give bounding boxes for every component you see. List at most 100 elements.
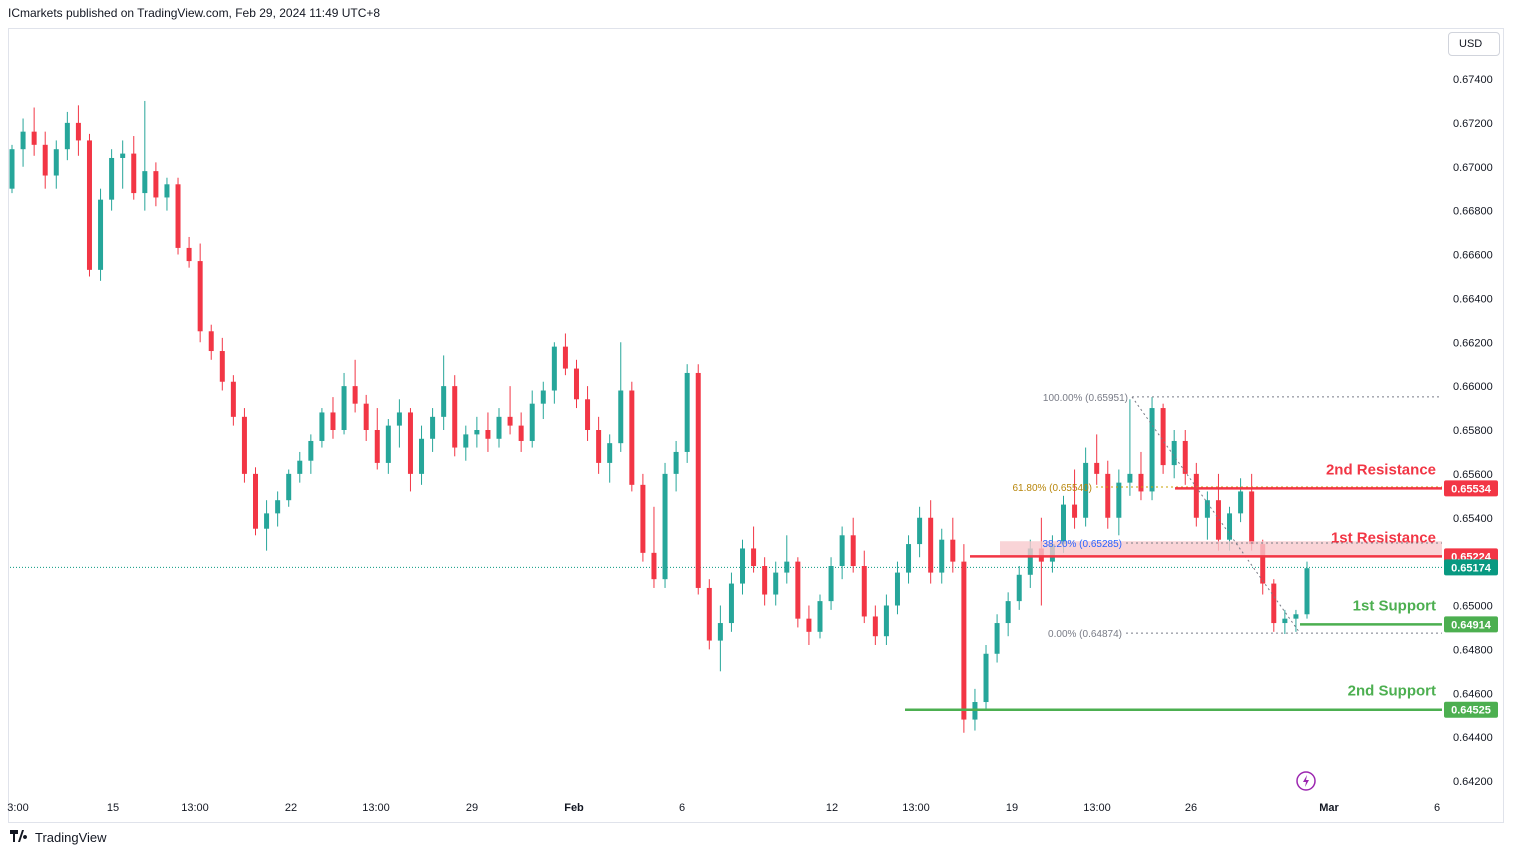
time-axis[interactable]: 3:00 15 13:00 22 13:00 29 Feb 6 12 13:00 19 13:00 26… — [7, 802, 1440, 814]
price-tick-label: 0.64600 — [1453, 688, 1493, 700]
candle-body — [1027, 548, 1033, 575]
candle-body — [684, 372, 690, 452]
candle-body — [463, 434, 469, 448]
tradingview-logo-icon — [10, 830, 30, 845]
candle-body — [308, 440, 314, 461]
candle-body — [1260, 544, 1266, 584]
price-tick-label: 0.64800 — [1453, 644, 1493, 656]
candle-body — [906, 544, 912, 573]
candle-body — [1072, 504, 1078, 518]
time-tick-label: 13:00 — [181, 802, 209, 814]
candle-body — [551, 346, 557, 391]
candle-body — [419, 438, 425, 474]
price-tick-label: 0.67200 — [1453, 118, 1493, 130]
price-tick-label: 0.67000 — [1453, 162, 1493, 174]
candle-body — [651, 552, 657, 580]
candle-body — [1016, 574, 1022, 602]
candle-body — [64, 122, 70, 150]
candle-body — [1005, 601, 1011, 624]
candle-body — [1271, 583, 1277, 624]
support-price-tag — [1444, 616, 1498, 633]
candle-body — [186, 247, 192, 262]
candle-body — [706, 587, 712, 641]
price-tick-label: 0.64200 — [1453, 776, 1493, 788]
time-tick-label: 29 — [466, 802, 478, 814]
candle-body — [618, 390, 624, 444]
price-tick-label: 0.66800 — [1453, 206, 1493, 218]
candle-body — [164, 184, 170, 198]
candle-body — [795, 561, 801, 619]
candle-body — [1094, 462, 1100, 474]
candle-body — [407, 412, 413, 474]
time-tick-label: Feb — [564, 802, 584, 814]
candle-body — [894, 572, 900, 606]
candle-body — [75, 122, 81, 141]
candle-body — [31, 131, 37, 145]
candle-body — [474, 430, 480, 435]
current-price-tag — [1444, 559, 1498, 576]
candle-body — [562, 346, 568, 369]
candle-body — [740, 548, 746, 584]
candle-body — [1293, 614, 1299, 619]
candle-body — [197, 261, 203, 332]
candle-body — [817, 601, 823, 632]
candle-body — [363, 403, 369, 430]
candle-body — [585, 399, 591, 430]
time-tick-label: 15 — [107, 802, 119, 814]
price-tick-label: 0.65600 — [1453, 469, 1493, 481]
candle-body — [629, 390, 635, 485]
price-tick-label: 0.65000 — [1453, 601, 1493, 613]
candle-body — [695, 372, 701, 588]
price-tick-label: 0.66000 — [1453, 381, 1493, 393]
candle-body — [42, 144, 48, 176]
candle-body — [751, 548, 757, 567]
candle-body — [330, 412, 336, 430]
price-tick-label: 0.67400 — [1453, 74, 1493, 86]
support-level-label: 2nd Support — [1348, 683, 1436, 700]
currency-button[interactable]: USD — [1448, 32, 1500, 56]
alert-icon[interactable] — [1296, 771, 1316, 791]
support-price-tag-label: 0.64525 — [1451, 705, 1491, 717]
candle-body — [1249, 491, 1255, 545]
candle-body — [784, 561, 790, 573]
candle-body — [496, 416, 502, 439]
candle-body — [208, 331, 214, 352]
candle-body — [1227, 513, 1233, 540]
candle-body — [441, 386, 447, 417]
price-axis[interactable]: 0.67400 0.67200 0.67000 0.66800 0.66600 0.664… — [1444, 74, 1498, 788]
candle-body — [374, 430, 380, 463]
candle-body — [109, 157, 115, 200]
candle-body — [662, 473, 668, 580]
candle-body — [485, 430, 491, 439]
price-tick-label: 0.66400 — [1453, 293, 1493, 305]
candle-body — [1138, 473, 1144, 492]
candle-body — [928, 517, 934, 573]
candle-body — [275, 500, 281, 514]
time-tick-label: 13:00 — [902, 802, 930, 814]
candle-body — [540, 390, 546, 404]
candle-body — [153, 171, 159, 198]
resistance-price-tag-label: 0.65534 — [1451, 483, 1492, 495]
candle-body — [839, 535, 845, 567]
candle-body — [1182, 440, 1188, 474]
candle-body — [1160, 408, 1166, 466]
candle-body — [53, 149, 59, 176]
candle-body — [1127, 473, 1133, 483]
candle-body — [596, 430, 602, 463]
time-tick-label: 22 — [285, 802, 297, 814]
fib-level-label: 61.80% (0.65540) — [1012, 483, 1092, 494]
candle-body — [1149, 408, 1155, 492]
candle-body — [1116, 482, 1122, 518]
candle-body — [452, 386, 458, 448]
candle-body — [529, 403, 535, 441]
candle-body — [20, 131, 26, 150]
candle-body — [573, 368, 579, 400]
chart-frame — [8, 28, 1504, 823]
candle-body — [120, 153, 126, 158]
current-price-tag-label: 0.65174 — [1451, 562, 1492, 574]
candle-body — [939, 539, 945, 573]
candle-body — [518, 425, 524, 441]
candle-body — [673, 451, 679, 474]
resistance-price-tag — [1444, 480, 1498, 497]
